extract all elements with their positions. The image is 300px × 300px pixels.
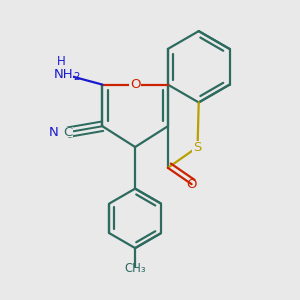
Text: CH₃: CH₃: [124, 262, 146, 275]
Bar: [129, 79, 141, 91]
Text: O: O: [130, 78, 140, 91]
Bar: [192, 141, 203, 153]
Text: 2: 2: [73, 72, 80, 82]
Text: N: N: [49, 126, 58, 139]
Bar: [55, 68, 73, 80]
Bar: [64, 128, 73, 137]
Text: O: O: [186, 178, 197, 191]
Text: H: H: [56, 55, 65, 68]
Text: NH: NH: [54, 68, 74, 81]
Text: S: S: [194, 140, 202, 154]
Text: C: C: [64, 126, 73, 139]
